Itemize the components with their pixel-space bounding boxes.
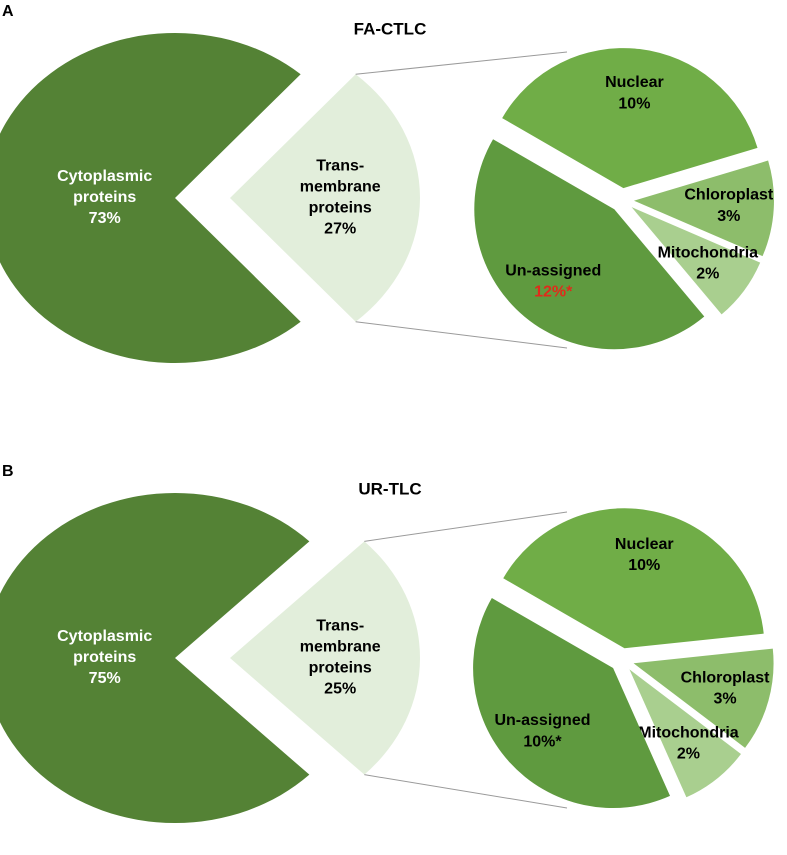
pie-slice bbox=[633, 648, 774, 748]
slice-label: Nuclear bbox=[615, 536, 674, 553]
label-line: Mitochondria bbox=[658, 245, 759, 262]
pie-slice bbox=[0, 33, 301, 363]
label-line: proteins bbox=[73, 649, 136, 666]
slice-label: Cytoplasmic proteins bbox=[57, 168, 152, 206]
pie-slice bbox=[230, 541, 420, 775]
value-label: 2% bbox=[696, 266, 719, 283]
value-label: 75% bbox=[89, 670, 121, 687]
label-line: Un-assigned bbox=[505, 263, 601, 280]
connector bbox=[364, 774, 568, 809]
value-label: 3% bbox=[717, 208, 740, 225]
slice-label: Mitochondria bbox=[638, 725, 739, 742]
label-line: proteins bbox=[73, 189, 136, 206]
pie-slice bbox=[474, 139, 705, 350]
label-line: Trans- bbox=[316, 618, 364, 635]
slice-label: Nuclear bbox=[605, 74, 664, 91]
label-line: Cytoplasmic bbox=[57, 168, 152, 185]
label-line: Chloroplast bbox=[681, 669, 771, 686]
label-line: Trans- bbox=[316, 158, 364, 175]
label-line: Un-assigned bbox=[494, 712, 590, 729]
slice-label: Chloroplast bbox=[684, 187, 774, 204]
connector bbox=[355, 51, 568, 75]
value-label: 25% bbox=[324, 681, 356, 698]
label-line: Cytoplasmic bbox=[57, 628, 152, 645]
slice-label: Mitochondria bbox=[658, 245, 759, 262]
slice-label: Un-assigned bbox=[505, 263, 601, 280]
value-label: 73% bbox=[89, 210, 121, 227]
chart-title: UR-TLC bbox=[358, 479, 421, 498]
panel: B UR-TLC Trans-membrane proteins 25% Cytoplas… bbox=[0, 463, 774, 824]
chart-title: FA-CTLC bbox=[354, 19, 427, 38]
slice-label: Cytoplasmic proteins bbox=[57, 628, 152, 666]
label-line: membrane bbox=[300, 639, 381, 656]
slice-label: Un-assigned bbox=[494, 712, 590, 729]
slice-label: Trans-membrane proteins bbox=[300, 618, 381, 677]
connector bbox=[355, 321, 568, 349]
pie-slice bbox=[0, 493, 310, 824]
pie-slice bbox=[633, 160, 774, 257]
slice-label: Trans-membrane proteins bbox=[300, 158, 381, 217]
pie-slice bbox=[473, 598, 671, 809]
value-label: 12%* bbox=[534, 284, 573, 301]
slice-label: Chloroplast bbox=[681, 669, 771, 686]
value-label: 10%* bbox=[523, 733, 562, 750]
value-label: 10% bbox=[628, 557, 660, 574]
label-line: Mitochondria bbox=[638, 725, 739, 742]
value-label: 10% bbox=[618, 95, 650, 112]
pie-slice bbox=[502, 48, 758, 189]
panel-label: A bbox=[2, 3, 14, 20]
value-label: 2% bbox=[677, 746, 700, 763]
pie-slice bbox=[629, 669, 741, 798]
label-line: Nuclear bbox=[605, 74, 664, 91]
panel-label: B bbox=[2, 463, 14, 480]
label-line: Nuclear bbox=[615, 536, 674, 553]
pie-slice bbox=[230, 74, 420, 322]
label-line: membrane bbox=[300, 179, 381, 196]
pie-slice bbox=[503, 508, 764, 649]
pie-slice bbox=[631, 207, 761, 315]
label-line: proteins bbox=[309, 200, 372, 217]
value-label: 27% bbox=[324, 221, 356, 238]
connector bbox=[364, 511, 568, 542]
value-label: 3% bbox=[713, 690, 736, 707]
label-line: proteins bbox=[309, 660, 372, 677]
label-line: Chloroplast bbox=[684, 187, 774, 204]
panel: A FA-CTLC Trans-membrane proteins 27% Cytopla… bbox=[0, 3, 774, 363]
